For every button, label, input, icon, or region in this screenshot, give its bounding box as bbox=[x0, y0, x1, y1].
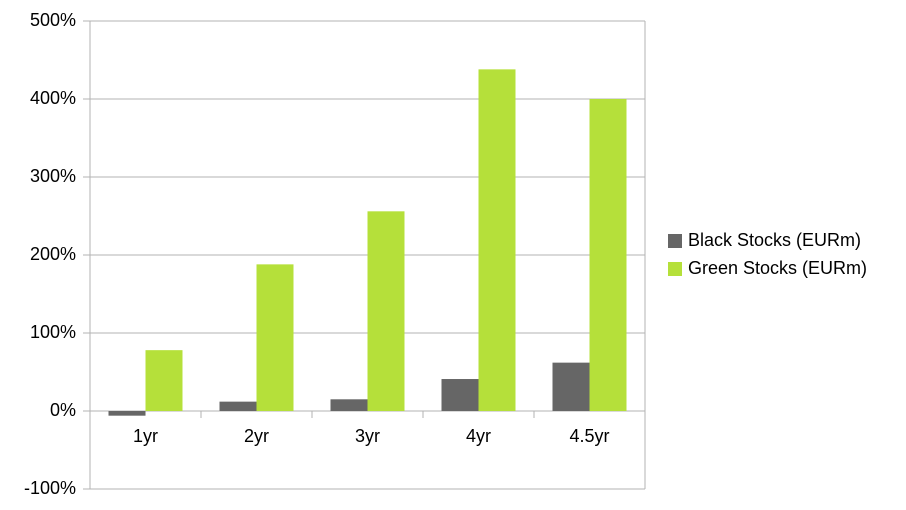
legend-label: Green Stocks (EURm) bbox=[688, 258, 867, 278]
bar bbox=[145, 350, 183, 411]
x-tick-label: 1yr bbox=[133, 426, 158, 446]
y-tick-label: 200% bbox=[30, 244, 76, 264]
bar bbox=[219, 401, 257, 411]
x-tick-label: 4.5yr bbox=[569, 426, 609, 446]
y-tick-label: -100% bbox=[24, 478, 76, 498]
bar bbox=[108, 411, 146, 416]
bar bbox=[589, 99, 627, 411]
bar bbox=[367, 211, 405, 411]
legend-swatch bbox=[668, 234, 682, 248]
x-tick-label: 4yr bbox=[466, 426, 491, 446]
y-tick-label: 0% bbox=[50, 400, 76, 420]
x-tick-label: 3yr bbox=[355, 426, 380, 446]
y-tick-label: 300% bbox=[30, 166, 76, 186]
bar bbox=[552, 362, 590, 411]
x-tick-label: 2yr bbox=[244, 426, 269, 446]
y-tick-label: 500% bbox=[30, 10, 76, 30]
bar bbox=[441, 379, 479, 411]
bar bbox=[256, 264, 294, 411]
y-tick-label: 100% bbox=[30, 322, 76, 342]
bar bbox=[330, 399, 368, 411]
legend-swatch bbox=[668, 262, 682, 276]
bar bbox=[478, 69, 516, 412]
legend-label: Black Stocks (EURm) bbox=[688, 230, 861, 250]
y-tick-label: 400% bbox=[30, 88, 76, 108]
